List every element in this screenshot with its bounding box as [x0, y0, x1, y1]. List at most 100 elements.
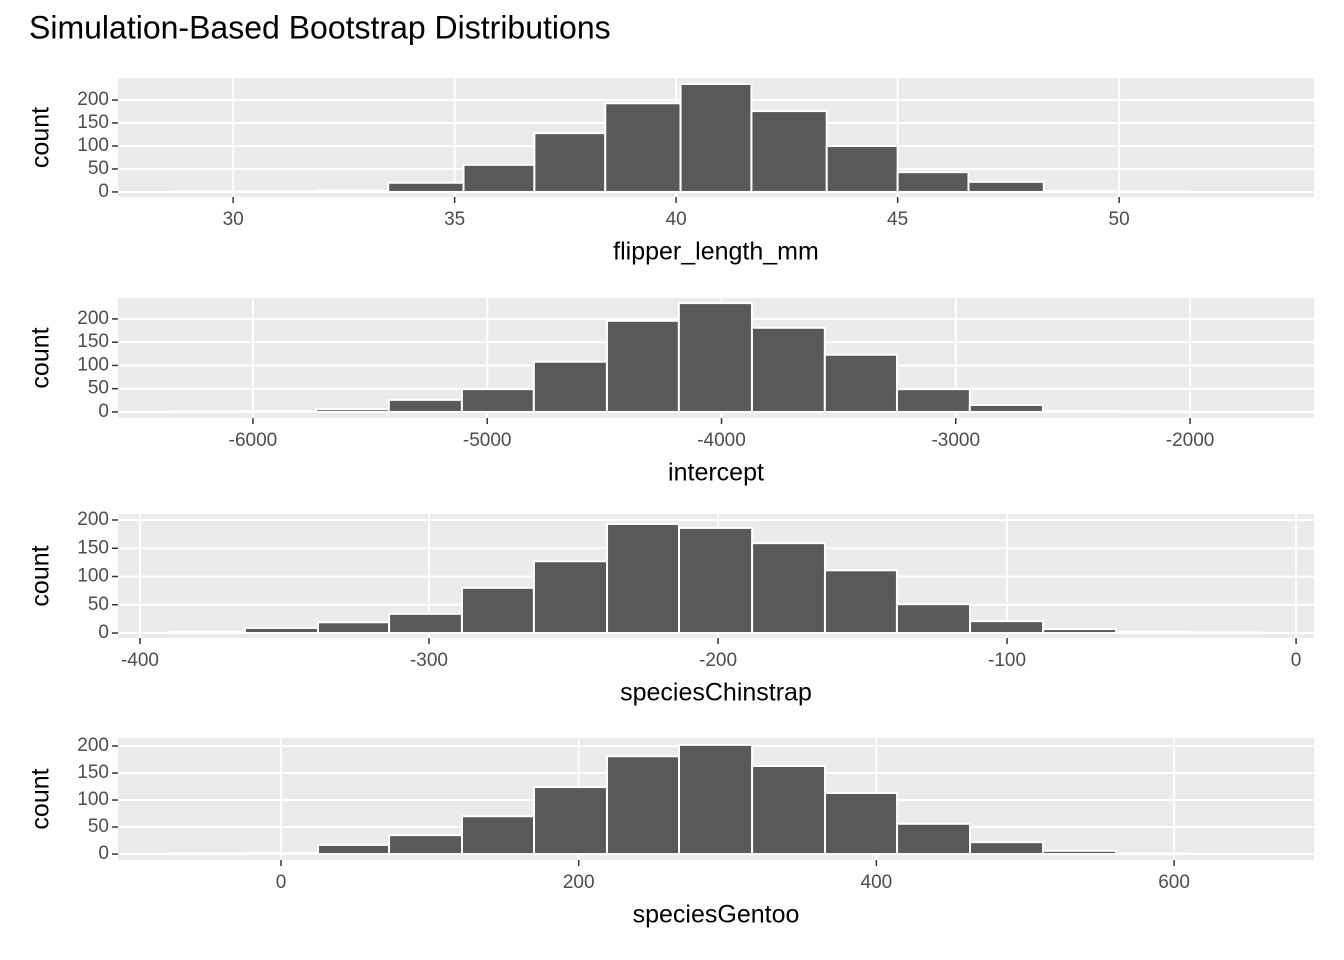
y-tick-label: 200 — [77, 735, 109, 756]
bar — [314, 408, 390, 413]
bar — [750, 326, 826, 413]
bar — [896, 171, 970, 193]
bar — [605, 755, 681, 856]
y-tick-label: 150 — [77, 762, 109, 783]
x-tick-label: 45 — [887, 209, 908, 230]
bar — [462, 163, 536, 193]
y-tick-label: 200 — [77, 509, 109, 530]
bar — [243, 851, 320, 856]
bar — [605, 319, 680, 413]
y-tick-label: 200 — [77, 89, 109, 110]
figure-title: Simulation-Based Bootstrap Distributions — [29, 9, 611, 45]
bar — [387, 398, 463, 413]
bar — [243, 626, 320, 635]
y-tick-label: 50 — [88, 378, 109, 399]
y-tick-label: 0 — [98, 401, 109, 422]
x-axis-title: flipper_length_mm — [613, 238, 819, 266]
bar — [1115, 630, 1191, 635]
x-tick-label: 0 — [276, 872, 287, 893]
bar — [1188, 631, 1263, 635]
y-tick-label: 100 — [77, 566, 109, 587]
bar — [969, 841, 1045, 856]
bar — [387, 181, 465, 193]
y-tick-label: 100 — [77, 354, 109, 375]
x-tick-label: 35 — [444, 209, 465, 230]
bar — [895, 603, 972, 635]
bar — [751, 542, 826, 635]
bar — [532, 360, 608, 413]
x-axis-title: speciesGentoo — [633, 901, 800, 929]
x-axis-title: speciesChinstrap — [620, 679, 812, 707]
bar — [241, 410, 317, 413]
bar — [1042, 190, 1116, 193]
y-axis-title: count — [27, 327, 55, 388]
bar — [460, 815, 536, 856]
bar — [316, 189, 390, 193]
x-tick-label: 200 — [563, 872, 595, 893]
x-tick-label: -3000 — [931, 430, 980, 451]
x-tick-label: -300 — [410, 650, 448, 671]
x-tick-label: 30 — [223, 209, 244, 230]
x-axis-title: intercept — [668, 459, 764, 487]
y-axis-title: count — [27, 107, 55, 168]
x-tick-label: 400 — [861, 872, 893, 893]
y-tick-label: 150 — [77, 331, 109, 352]
y-tick-label: 50 — [88, 816, 109, 837]
x-tick-label: 600 — [1158, 872, 1190, 893]
bar — [824, 792, 899, 856]
bar — [1041, 410, 1117, 413]
bar — [823, 353, 898, 413]
bar — [317, 843, 391, 856]
bar — [1042, 628, 1118, 635]
bar — [823, 569, 898, 635]
y-tick-label: 50 — [88, 594, 109, 615]
bar — [1042, 849, 1118, 856]
y-tick-label: 50 — [88, 158, 109, 179]
x-tick-label: -5000 — [463, 430, 512, 451]
bar — [169, 630, 246, 635]
x-tick-label: -6000 — [229, 430, 278, 451]
x-tick-label: -200 — [699, 650, 737, 671]
bar — [968, 403, 1044, 413]
bar — [969, 620, 1045, 635]
bar — [679, 82, 753, 193]
y-tick-label: 200 — [77, 308, 109, 329]
y-tick-label: 100 — [77, 135, 109, 156]
y-tick-label: 0 — [98, 622, 109, 643]
panel: 0 50 100 150 200 -400 -300 -200 -100 0 speciesChin… — [27, 509, 1314, 707]
y-axis-title: count — [27, 768, 55, 829]
x-tick-label: -4000 — [697, 430, 746, 451]
x-tick-label: -400 — [121, 650, 159, 671]
bar — [895, 388, 971, 413]
y-tick-label: 0 — [98, 843, 109, 864]
bar — [388, 834, 463, 856]
bar — [678, 526, 754, 635]
bar — [751, 764, 827, 856]
bar — [967, 180, 1045, 193]
x-tick-label: -100 — [988, 650, 1026, 671]
bar — [168, 852, 246, 856]
bar — [604, 102, 682, 193]
bar — [677, 302, 753, 413]
y-tick-label: 0 — [98, 181, 109, 202]
bar — [532, 560, 609, 635]
bar — [533, 786, 608, 856]
bar — [896, 822, 972, 856]
x-tick-label: 40 — [666, 209, 687, 230]
y-tick-label: 150 — [77, 537, 109, 558]
panel: 0 50 100 150 200 0 200 400 600 speciesGentoo count — [27, 735, 1314, 929]
bar — [825, 145, 899, 193]
bar — [460, 388, 535, 413]
x-tick-label: 0 — [1291, 650, 1302, 671]
bar — [1115, 852, 1191, 856]
y-tick-label: 150 — [77, 112, 109, 133]
bar — [750, 110, 828, 193]
x-tick-label: -2000 — [1166, 430, 1215, 451]
x-tick-label: 50 — [1109, 209, 1130, 230]
y-tick-label: 100 — [77, 789, 109, 810]
bar — [388, 612, 463, 635]
